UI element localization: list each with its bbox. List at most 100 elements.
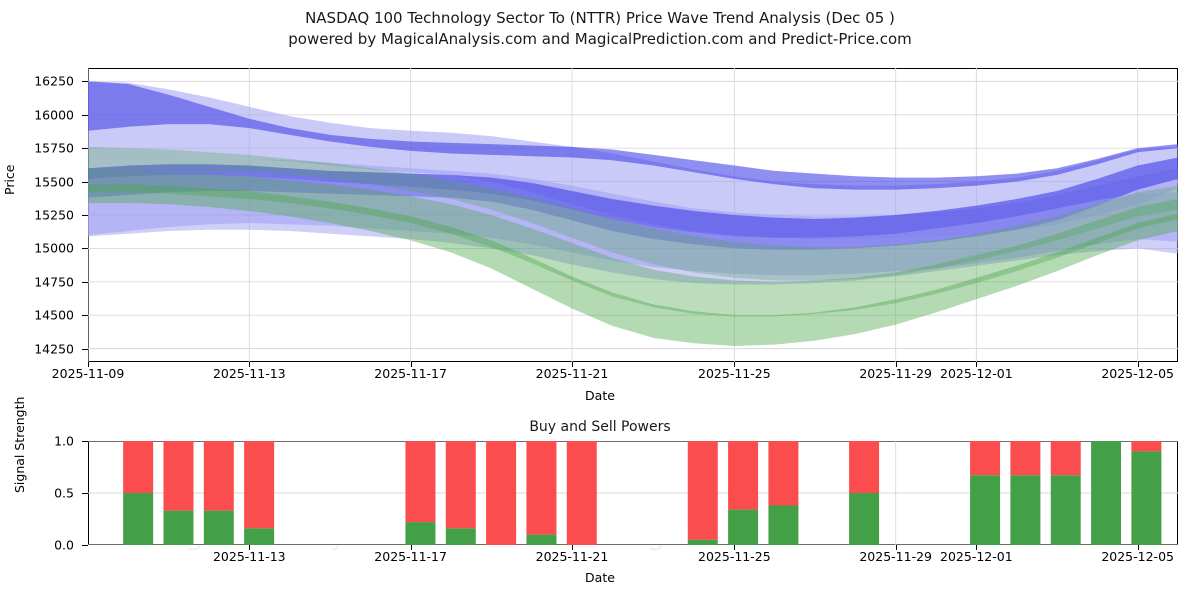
signal-x-tick — [976, 545, 978, 550]
price-y-tick — [82, 348, 88, 350]
sell-power-segment — [526, 441, 557, 535]
bar-chart-title: Buy and Sell Powers — [529, 419, 671, 435]
signal-bar — [1091, 441, 1122, 545]
signal-bar — [1010, 441, 1041, 545]
price-x-tick-label: 2025-11-09 — [51, 366, 125, 381]
price-x-tick — [410, 362, 412, 367]
price-x-tick-label: 2025-11-29 — [859, 366, 933, 381]
price-band-blue-upper-inner — [88, 81, 1178, 190]
sell-power-segment — [970, 441, 1001, 476]
price-band-green-upper — [88, 146, 1178, 281]
signal-y-tick — [82, 441, 88, 442]
price-y-tick-label: 14250 — [34, 341, 74, 357]
sell-power-segment — [486, 441, 517, 545]
price-y-tick — [82, 215, 88, 216]
signal-x-tick-label: 2025-11-13 — [212, 549, 286, 564]
price-band-green-mid — [88, 170, 1178, 317]
signal-bar — [1131, 441, 1162, 545]
buy-power-segment — [1131, 451, 1162, 545]
price-x-tick-label: 2025-11-13 — [212, 366, 286, 381]
buy-power-segment — [849, 493, 880, 545]
signal-bar — [1050, 441, 1081, 545]
signal-x-axis-labels: 2025-11-13 2025-11-17 2025-11-21 2025-11-25… — [0, 549, 1200, 569]
buy-power-segment — [163, 510, 194, 545]
signal-x-tick-label: 2025-11-29 — [859, 549, 933, 564]
sell-power-segment — [203, 441, 234, 511]
signal-x-axis-title: Date — [585, 570, 615, 585]
price-x-axis-title: Date — [585, 388, 615, 403]
sell-power-segment — [728, 441, 759, 510]
price-bands-svg — [88, 68, 1178, 362]
sell-power-segment — [445, 441, 476, 529]
sell-power-segment — [244, 441, 275, 529]
buy-power-segment — [526, 534, 557, 545]
buy-power-segment — [687, 539, 718, 545]
sell-power-segment — [405, 441, 436, 523]
signal-bar — [123, 441, 154, 545]
price-y-tick-label: 14500 — [34, 307, 74, 323]
buy-power-segment — [123, 493, 154, 545]
buy-power-segment — [405, 522, 436, 545]
price-x-axis-labels: 2025-11-09 2025-11-13 2025-11-17 2025-11-21… — [0, 366, 1200, 386]
price-y-tick — [82, 114, 88, 116]
price-x-tick-label: 2025-11-17 — [374, 366, 447, 381]
price-x-tick — [249, 362, 251, 367]
signal-bar — [244, 441, 275, 545]
signal-x-tick — [895, 545, 897, 550]
price-band-blue-mid-inner — [88, 157, 1178, 250]
price-y-tick-label: 15750 — [34, 140, 74, 156]
buy-power-segment — [1091, 441, 1122, 545]
buy-power-segment — [203, 510, 234, 545]
signal-bar — [728, 441, 759, 545]
price-y-tick-label: 15250 — [34, 207, 74, 223]
price-band-blue-lower-outer — [88, 174, 1178, 285]
buy-power-segment — [244, 528, 275, 545]
buy-power-segment — [970, 475, 1001, 545]
price-x-tick — [1137, 362, 1139, 367]
chart-title-block: NASDAQ 100 Technology Sector To (NTTR) P… — [0, 8, 1200, 50]
price-y-tick — [82, 281, 88, 283]
price-x-tick — [571, 362, 573, 367]
signal-x-tick-label: 2025-12-01 — [940, 549, 1013, 564]
signal-bar — [768, 441, 799, 545]
signal-y-tick-label: 0.5 — [54, 485, 74, 501]
signal-y-tick — [82, 493, 88, 494]
signal-y-tick-label: 1.0 — [54, 433, 74, 449]
price-x-tick — [734, 362, 736, 367]
price-y-tick — [82, 148, 88, 150]
signal-bar — [970, 441, 1001, 545]
price-x-tick — [976, 362, 978, 367]
price-y-tick — [82, 315, 88, 317]
price-y-axis-title: Price — [2, 164, 17, 196]
sell-power-segment — [1010, 441, 1041, 476]
bar-series-svg — [88, 441, 1178, 545]
price-x-tick-label: 2025-11-25 — [698, 366, 771, 381]
price-y-tick — [82, 81, 88, 83]
signal-x-tick-label: 2025-12-05 — [1101, 549, 1174, 564]
signal-x-tick-label: 2025-11-25 — [698, 549, 771, 564]
page-subtitle: powered by MagicalAnalysis.com and Magic… — [288, 30, 912, 48]
price-wave-chart — [88, 68, 1178, 362]
signal-y-tick — [82, 545, 88, 546]
signal-bar — [405, 441, 436, 545]
sell-power-segment — [1050, 441, 1081, 476]
signal-x-tick — [1137, 545, 1139, 550]
signal-bar — [526, 441, 557, 545]
signal-x-tick — [571, 545, 573, 550]
price-y-tick-label: 15500 — [34, 174, 74, 190]
sell-power-segment — [163, 441, 194, 511]
sell-power-segment — [687, 441, 718, 540]
signal-x-tick — [249, 545, 251, 550]
price-x-tick — [895, 362, 897, 367]
signal-bar — [566, 441, 597, 545]
price-x-tick-label: 2025-12-05 — [1101, 366, 1174, 381]
signal-x-tick-label: 2025-11-21 — [535, 549, 609, 564]
price-y-axis-labels: 14250 14500 14750 15000 15250 15500 15750 16000… — [0, 68, 84, 362]
buy-power-segment — [1010, 475, 1041, 545]
sell-power-segment — [1131, 441, 1162, 452]
signal-x-tick — [734, 545, 736, 550]
sell-power-segment — [566, 441, 597, 545]
price-band-green-lower — [88, 184, 1178, 346]
buy-sell-powers-chart — [88, 441, 1178, 545]
